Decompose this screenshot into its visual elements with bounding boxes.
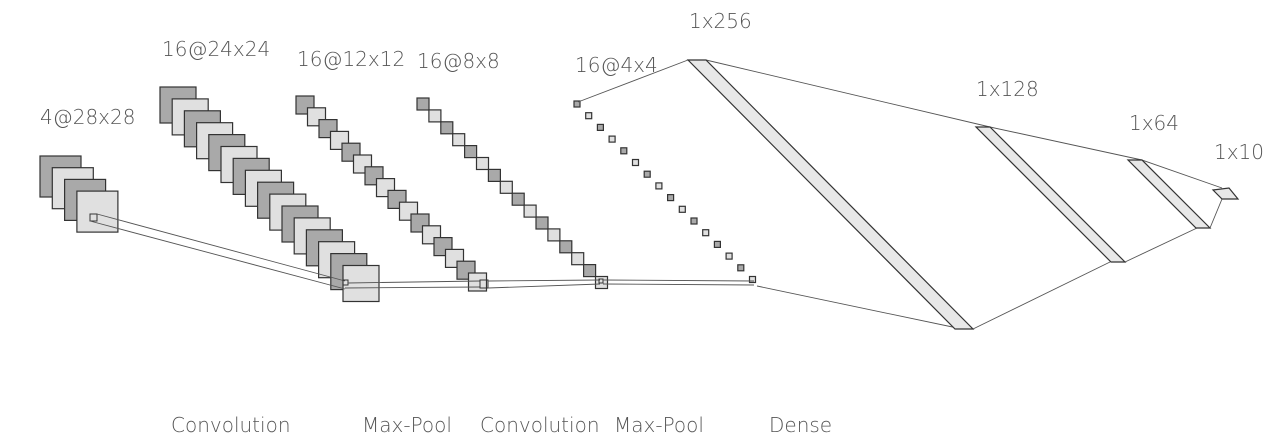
pool2-map-9 bbox=[666, 194, 675, 202]
label-conv1: 16@24x24 bbox=[162, 37, 270, 61]
pool2-map-10 bbox=[678, 205, 686, 213]
output-vector bbox=[1211, 187, 1240, 200]
line-pool1-conv2-b bbox=[487, 283, 601, 289]
conv2-map-2 bbox=[428, 109, 442, 123]
label-dense3: 1x64 bbox=[1129, 111, 1179, 135]
pool1-map-16 bbox=[467, 272, 488, 292]
pool2-map-11 bbox=[690, 217, 698, 225]
pool2-map-6 bbox=[631, 158, 640, 167]
op-label-maxpool-1: Max-Pool bbox=[362, 413, 452, 437]
line-dense2-dense3-bottom bbox=[1124, 227, 1198, 263]
connection-lines bbox=[89, 59, 1223, 330]
pool2-map-5 bbox=[620, 147, 628, 155]
conv2-map-12 bbox=[547, 228, 561, 242]
conv1-map-16 bbox=[342, 264, 380, 303]
operation-labels: Convolution Max-Pool Convolution Max-Poo… bbox=[171, 413, 832, 437]
dense3-vector bbox=[1126, 159, 1212, 229]
op-label-convolution-1: Convolution bbox=[171, 413, 291, 437]
conv1-kernel-box bbox=[342, 279, 349, 286]
label-input: 4@28x28 bbox=[40, 105, 135, 129]
pool2-map-16 bbox=[748, 275, 757, 284]
pool2-map-7 bbox=[643, 170, 651, 178]
conv2-map-6 bbox=[475, 156, 490, 171]
conv2-map-14 bbox=[571, 252, 585, 266]
pool2-map-4 bbox=[608, 135, 616, 143]
conv2-kernel-box bbox=[598, 278, 604, 284]
line-pool2-dense1-bottom bbox=[756, 285, 963, 330]
op-label-dense: Dense bbox=[769, 413, 832, 437]
conv2-map-8 bbox=[499, 180, 513, 194]
pool2-map-15 bbox=[737, 264, 745, 272]
pool2-map-2 bbox=[585, 112, 593, 120]
conv1-feature-maps bbox=[159, 86, 380, 303]
dense2-vector bbox=[974, 126, 1127, 263]
line-dense2-dense3-top bbox=[989, 126, 1143, 161]
conv2-map-1 bbox=[416, 97, 430, 111]
pool2-map-14 bbox=[725, 252, 733, 260]
label-dense1: 1x256 bbox=[689, 9, 752, 33]
line-conv1-pool1-b bbox=[344, 286, 481, 289]
conv2-map-4 bbox=[452, 133, 466, 147]
line-input-conv1-b bbox=[89, 220, 346, 290]
label-pool2: 16@4x4 bbox=[575, 53, 658, 77]
label-output: 1x10 bbox=[1214, 140, 1264, 164]
layer-labels: 4@28x28 16@24x24 16@12x12 16@8x8 16@4x4 … bbox=[40, 9, 1264, 164]
line-dense1-dense2-top bbox=[705, 59, 991, 128]
line-pool1-conv2-a bbox=[487, 279, 601, 282]
label-pool1: 16@12x12 bbox=[297, 47, 405, 71]
label-conv2: 16@8x8 bbox=[417, 49, 500, 73]
line-dense3-output-top bbox=[1141, 159, 1223, 189]
input-kernel-box bbox=[89, 213, 98, 222]
conv2-map-5 bbox=[464, 145, 478, 159]
conv2-map-13 bbox=[559, 240, 573, 254]
op-label-convolution-2: Convolution bbox=[480, 413, 600, 437]
op-label-maxpool-2: Max-Pool bbox=[614, 413, 704, 437]
pool1-feature-maps bbox=[295, 95, 488, 292]
line-conv2-pool2-b bbox=[602, 283, 755, 286]
pool2-map-8 bbox=[655, 182, 663, 190]
line-input-conv1-a bbox=[96, 213, 346, 282]
line-conv1-pool1-a bbox=[347, 280, 481, 284]
conv2-feature-maps bbox=[416, 97, 609, 290]
conv2-map-15 bbox=[582, 264, 597, 278]
line-dense3-output-bottom bbox=[1209, 198, 1223, 229]
conv2-map-9 bbox=[511, 192, 525, 206]
conv2-map-10 bbox=[523, 204, 537, 218]
pool2-map-12 bbox=[702, 229, 710, 237]
line-conv2-pool2-a bbox=[602, 279, 755, 282]
label-dense2: 1x128 bbox=[976, 77, 1039, 101]
pool2-map-1 bbox=[573, 100, 581, 108]
pool2-map-3 bbox=[596, 123, 605, 132]
conv2-map-11 bbox=[535, 216, 549, 230]
conv2-map-7 bbox=[487, 168, 501, 182]
input-map-4 bbox=[76, 190, 119, 233]
pool1-kernel-box bbox=[479, 279, 489, 289]
pool2-map-13 bbox=[713, 240, 722, 248]
dense1-vector bbox=[686, 59, 975, 330]
input-feature-maps bbox=[39, 155, 119, 233]
conv2-map-3 bbox=[440, 121, 454, 135]
dense-layers bbox=[686, 59, 1240, 330]
pool2-feature-maps bbox=[573, 100, 757, 284]
line-dense1-dense2-bottom bbox=[972, 261, 1111, 330]
line-pool2-dense1-top bbox=[577, 59, 689, 103]
